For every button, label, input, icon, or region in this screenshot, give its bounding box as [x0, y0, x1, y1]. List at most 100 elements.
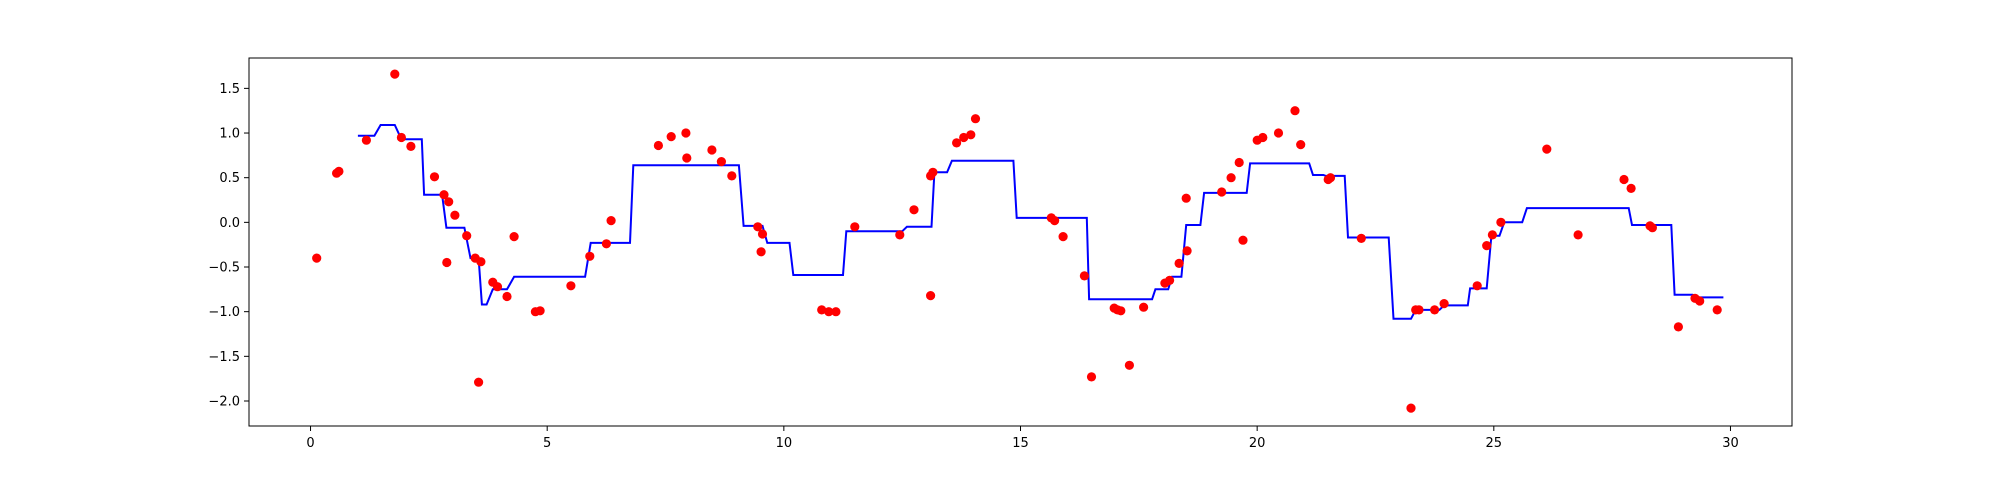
scatter-point: [1573, 230, 1583, 240]
scatter-point: [492, 282, 503, 292]
scatter-point: [1182, 246, 1192, 256]
scatter-point: [1496, 217, 1506, 227]
scatter-point: [429, 172, 440, 182]
y-tick-label: 1.5: [219, 82, 240, 97]
scatter-point: [1695, 296, 1705, 306]
scatter-point: [1626, 183, 1636, 193]
scatter-point: [756, 247, 766, 257]
y-tick-label: −1.5: [208, 350, 240, 365]
scatter-point: [666, 132, 676, 142]
scatter-point: [1234, 157, 1244, 168]
scatter-point: [535, 306, 545, 316]
scatter-point: [396, 132, 406, 143]
y-tick-label: −2.0: [208, 394, 240, 409]
scatter-point: [707, 145, 717, 155]
scatter-point: [1414, 305, 1424, 315]
y-tick-label: 1.0: [219, 127, 240, 142]
scatter-point: [390, 69, 400, 79]
axes-frame: [248, 57, 1793, 427]
scatter-point: [959, 132, 969, 143]
x-tick-label: 25: [1486, 436, 1503, 451]
scatter-point: [1619, 174, 1629, 185]
x-tick-label: 0: [306, 436, 314, 451]
x-tick-label: 20: [1249, 436, 1266, 451]
scatter-point: [1542, 144, 1552, 154]
plot-area: [312, 69, 1724, 413]
scatter-point: [1116, 306, 1126, 316]
x-tick-label: 30: [1722, 436, 1739, 451]
scatter-point: [1273, 128, 1284, 138]
scatter-point: [1406, 403, 1416, 413]
scatter-point: [334, 166, 344, 176]
scatter-point: [727, 171, 737, 181]
scatter-point: [1258, 132, 1268, 143]
scatter-point: [1647, 223, 1657, 233]
scatter-point: [653, 140, 664, 151]
scatter-point: [476, 257, 486, 267]
series-points: [312, 69, 1722, 413]
scatter-point: [1472, 281, 1482, 291]
scatter-point: [1290, 106, 1300, 116]
scatter-point: [1673, 322, 1683, 332]
scatter-point: [1238, 235, 1248, 245]
scatter-point: [970, 114, 981, 124]
scatter-point: [824, 307, 834, 317]
scatter-point: [509, 232, 519, 242]
scatter-point: [1482, 241, 1492, 251]
scatter-point: [1439, 299, 1449, 309]
scatter-point: [439, 190, 449, 200]
scatter-point: [1712, 305, 1722, 315]
scatter-point: [474, 377, 484, 387]
scatter-point: [312, 253, 322, 263]
y-tick-label: −0.5: [208, 261, 240, 276]
scatter-point: [1487, 230, 1497, 240]
scatter-point: [361, 135, 371, 145]
scatter-point: [1050, 216, 1060, 226]
scatter-point: [442, 257, 452, 268]
scatter-point: [909, 205, 919, 215]
series-line: [357, 124, 1724, 320]
scatter-point: [1296, 140, 1306, 150]
scatter-point: [502, 291, 512, 302]
scatter-point: [1124, 360, 1134, 370]
scatter-point: [1226, 173, 1236, 183]
scatter-point: [606, 216, 616, 226]
scatter-point: [1174, 258, 1184, 268]
scatter-point: [716, 157, 727, 167]
y-tick-label: 0.5: [219, 171, 240, 186]
y-tick-label: 0.0: [219, 216, 240, 231]
x-tick-label: 5: [543, 436, 551, 451]
scatter-point: [817, 305, 827, 315]
scatter-point: [682, 153, 692, 163]
y-axis: −2.0 −1.5 −1.0 −0.5 0.0 0.5 1.0 1.5: [208, 82, 249, 409]
x-tick-label: 10: [776, 436, 793, 451]
scatter-point: [926, 291, 936, 301]
scatter-point: [753, 222, 763, 232]
scatter-point: [966, 130, 976, 140]
scatter-point: [850, 222, 860, 232]
scatter-point: [462, 231, 472, 241]
scatter-point: [1086, 372, 1097, 382]
scatter-point: [928, 167, 938, 177]
scatter-point: [450, 210, 460, 220]
x-tick-label: 15: [1012, 436, 1029, 451]
x-axis: 0 5 10 15 20 25 30: [306, 426, 1739, 451]
scatter-point: [757, 229, 768, 239]
scatter-point: [601, 239, 612, 249]
scatter-point: [1325, 173, 1336, 183]
scatter-point: [1058, 232, 1068, 242]
scatter-point: [1217, 187, 1227, 197]
scatter-point: [681, 128, 691, 138]
scatter-point: [566, 281, 576, 291]
scatter-point: [1356, 233, 1366, 243]
scatter-point: [585, 251, 595, 261]
scatter-point: [1165, 275, 1175, 285]
scatter-point: [1139, 302, 1149, 312]
scatter-point: [1079, 271, 1089, 281]
scatter-point: [444, 197, 454, 207]
scatter-point: [1430, 305, 1440, 315]
y-tick-label: −1.0: [208, 305, 240, 320]
scatter-point: [831, 307, 841, 317]
scatter-point: [406, 141, 416, 151]
